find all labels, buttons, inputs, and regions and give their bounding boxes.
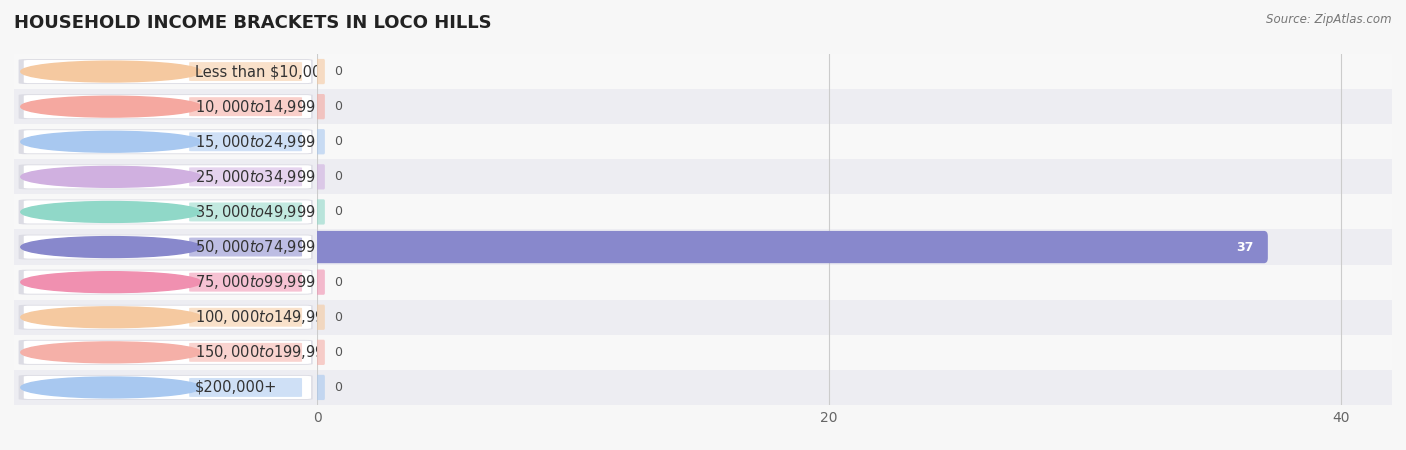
Text: 37: 37 bbox=[1236, 241, 1254, 253]
FancyBboxPatch shape bbox=[24, 376, 311, 399]
FancyBboxPatch shape bbox=[190, 167, 302, 186]
Text: 0: 0 bbox=[333, 206, 342, 218]
Text: $10,000 to $14,999: $10,000 to $14,999 bbox=[195, 98, 316, 116]
Bar bbox=[14, 265, 318, 300]
Bar bbox=[318, 370, 1392, 405]
Circle shape bbox=[21, 237, 201, 257]
Bar bbox=[14, 230, 318, 265]
Circle shape bbox=[21, 342, 201, 363]
FancyBboxPatch shape bbox=[316, 164, 325, 189]
FancyBboxPatch shape bbox=[314, 231, 1268, 263]
Bar bbox=[318, 230, 1392, 265]
FancyBboxPatch shape bbox=[18, 59, 312, 84]
FancyBboxPatch shape bbox=[18, 234, 312, 260]
FancyBboxPatch shape bbox=[316, 129, 325, 154]
Circle shape bbox=[21, 96, 201, 117]
Bar bbox=[14, 335, 318, 370]
Text: $15,000 to $24,999: $15,000 to $24,999 bbox=[195, 133, 316, 151]
Bar bbox=[14, 159, 318, 194]
FancyBboxPatch shape bbox=[24, 306, 311, 329]
Bar bbox=[318, 300, 1392, 335]
Text: $25,000 to $34,999: $25,000 to $34,999 bbox=[195, 168, 316, 186]
FancyBboxPatch shape bbox=[190, 308, 302, 327]
FancyBboxPatch shape bbox=[18, 94, 312, 119]
Bar bbox=[318, 159, 1392, 194]
Text: Less than $10,000: Less than $10,000 bbox=[195, 64, 330, 79]
FancyBboxPatch shape bbox=[190, 132, 302, 151]
Text: 0: 0 bbox=[333, 346, 342, 359]
FancyBboxPatch shape bbox=[316, 59, 325, 84]
FancyBboxPatch shape bbox=[18, 199, 312, 225]
FancyBboxPatch shape bbox=[316, 375, 325, 400]
Bar bbox=[318, 194, 1392, 230]
FancyBboxPatch shape bbox=[24, 270, 311, 294]
FancyBboxPatch shape bbox=[24, 60, 311, 83]
Bar bbox=[318, 54, 1392, 89]
Text: $75,000 to $99,999: $75,000 to $99,999 bbox=[195, 273, 316, 291]
Circle shape bbox=[21, 377, 201, 398]
FancyBboxPatch shape bbox=[316, 270, 325, 295]
Text: $150,000 to $199,999: $150,000 to $199,999 bbox=[195, 343, 335, 361]
Text: 0: 0 bbox=[333, 65, 342, 78]
Circle shape bbox=[21, 131, 201, 152]
Text: 0: 0 bbox=[333, 381, 342, 394]
Circle shape bbox=[21, 202, 201, 222]
FancyBboxPatch shape bbox=[316, 94, 325, 119]
FancyBboxPatch shape bbox=[18, 164, 312, 189]
Text: 0: 0 bbox=[333, 276, 342, 288]
FancyBboxPatch shape bbox=[190, 97, 302, 116]
FancyBboxPatch shape bbox=[18, 270, 312, 295]
Text: $100,000 to $149,999: $100,000 to $149,999 bbox=[195, 308, 335, 326]
FancyBboxPatch shape bbox=[24, 341, 311, 364]
FancyBboxPatch shape bbox=[24, 130, 311, 153]
Bar bbox=[318, 265, 1392, 300]
Text: $35,000 to $49,999: $35,000 to $49,999 bbox=[195, 203, 316, 221]
FancyBboxPatch shape bbox=[24, 165, 311, 189]
FancyBboxPatch shape bbox=[190, 273, 302, 292]
FancyBboxPatch shape bbox=[24, 200, 311, 224]
Text: 0: 0 bbox=[333, 100, 342, 113]
Circle shape bbox=[21, 61, 201, 82]
FancyBboxPatch shape bbox=[190, 378, 302, 397]
Bar bbox=[14, 124, 318, 159]
Circle shape bbox=[21, 307, 201, 328]
FancyBboxPatch shape bbox=[18, 129, 312, 154]
FancyBboxPatch shape bbox=[316, 305, 325, 330]
FancyBboxPatch shape bbox=[316, 199, 325, 225]
FancyBboxPatch shape bbox=[24, 235, 311, 259]
FancyBboxPatch shape bbox=[18, 340, 312, 365]
FancyBboxPatch shape bbox=[18, 375, 312, 400]
Bar bbox=[14, 54, 318, 89]
Bar bbox=[14, 300, 318, 335]
Bar bbox=[14, 194, 318, 230]
Bar bbox=[14, 89, 318, 124]
FancyBboxPatch shape bbox=[190, 238, 302, 256]
Bar bbox=[318, 335, 1392, 370]
Bar bbox=[318, 124, 1392, 159]
Bar bbox=[14, 370, 318, 405]
FancyBboxPatch shape bbox=[190, 343, 302, 362]
Text: 0: 0 bbox=[333, 171, 342, 183]
Text: $200,000+: $200,000+ bbox=[195, 380, 277, 395]
Circle shape bbox=[21, 166, 201, 187]
FancyBboxPatch shape bbox=[316, 340, 325, 365]
Circle shape bbox=[21, 272, 201, 292]
Bar bbox=[318, 89, 1392, 124]
Text: Source: ZipAtlas.com: Source: ZipAtlas.com bbox=[1267, 14, 1392, 27]
FancyBboxPatch shape bbox=[24, 95, 311, 118]
Text: $50,000 to $74,999: $50,000 to $74,999 bbox=[195, 238, 316, 256]
Text: HOUSEHOLD INCOME BRACKETS IN LOCO HILLS: HOUSEHOLD INCOME BRACKETS IN LOCO HILLS bbox=[14, 14, 492, 32]
FancyBboxPatch shape bbox=[18, 305, 312, 330]
FancyBboxPatch shape bbox=[190, 202, 302, 221]
FancyBboxPatch shape bbox=[190, 62, 302, 81]
Text: 0: 0 bbox=[333, 135, 342, 148]
Text: 0: 0 bbox=[333, 311, 342, 324]
